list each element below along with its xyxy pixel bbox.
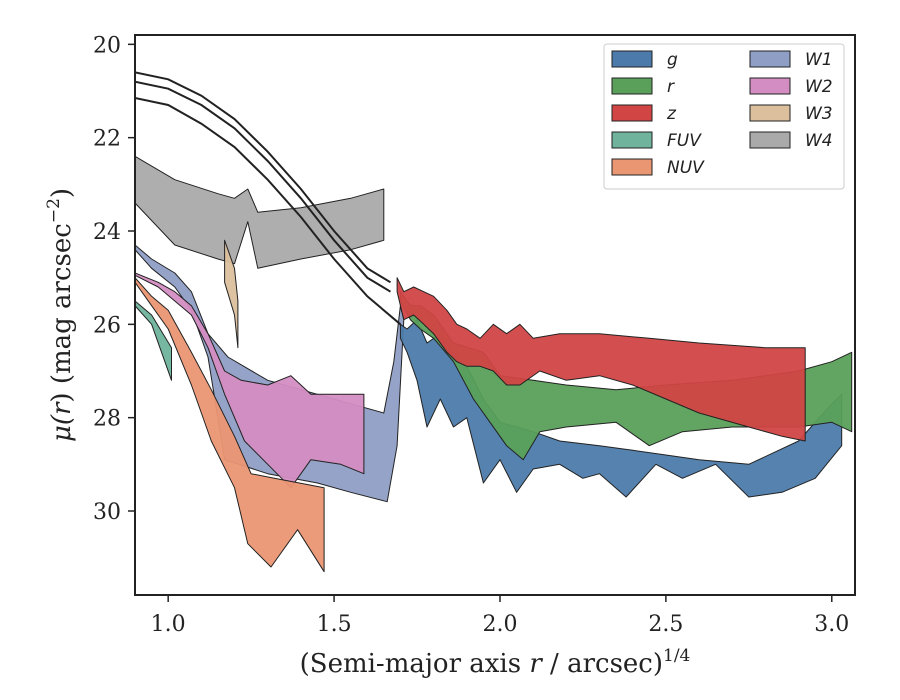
y-tick-label: 24: [93, 220, 121, 245]
legend-swatch-r: [611, 77, 653, 95]
legend-swatch-nuv: [611, 158, 653, 176]
legend-swatch-w2: [749, 77, 791, 95]
x-axis-ticks: 1.0 1.5 2.0 2.5 3.0: [151, 595, 849, 637]
x-tick-label: 3.0: [814, 612, 849, 637]
y-axis-ticks: 20 22 24 26 28 30: [93, 33, 135, 525]
legend-swatch-fuv: [611, 131, 653, 149]
legend-label-w2: W2: [805, 77, 833, 97]
band-z: [396, 277, 806, 442]
curve-z-upper: [135, 71, 392, 284]
legend-swatch-w1: [749, 50, 791, 68]
series-layer: [135, 71, 853, 573]
band-w2: [135, 272, 365, 489]
legend-label-w4: W4: [805, 131, 833, 151]
band-w3: [224, 239, 239, 349]
x-axis-label: (Semi-major axis r / arcsec)1/4: [300, 646, 691, 679]
legend-swatch-z: [611, 104, 653, 122]
band-nuv: [135, 277, 325, 573]
legend-label-w1: W1: [805, 50, 833, 70]
y-tick-label: 28: [93, 407, 121, 432]
band-w4: [135, 155, 385, 269]
y-axis-label: μ(r) (mag arcsec−2): [44, 188, 77, 442]
y-tick-label: 20: [93, 33, 121, 58]
legend-label-fuv: FUV: [667, 131, 702, 151]
y-tick-label: 22: [93, 127, 121, 152]
legend-label-w3: W3: [805, 104, 833, 124]
legend-label-z: z: [666, 104, 677, 124]
legend: grz FUV NUV W1 W2 W3 W4: [603, 43, 845, 190]
x-tick-label: 1.0: [151, 612, 186, 637]
curve-g-upper: [135, 97, 402, 326]
band-fuv: [135, 300, 172, 381]
legend-label-g: g: [667, 50, 678, 70]
curve-r-upper: [135, 80, 392, 293]
legend-swatch-g: [611, 50, 653, 68]
x-tick-label: 2.5: [648, 612, 683, 637]
y-tick-label: 26: [93, 313, 121, 338]
x-tick-label: 2.0: [482, 612, 517, 637]
plot-frame: [134, 34, 856, 596]
legend-label-nuv: NUV: [667, 158, 705, 178]
legend-swatch-w3: [749, 104, 791, 122]
legend-label-r: r: [667, 77, 675, 97]
legend-swatch-w4: [749, 131, 791, 149]
x-tick-label: 1.5: [317, 612, 352, 637]
y-tick-label: 30: [93, 500, 121, 525]
